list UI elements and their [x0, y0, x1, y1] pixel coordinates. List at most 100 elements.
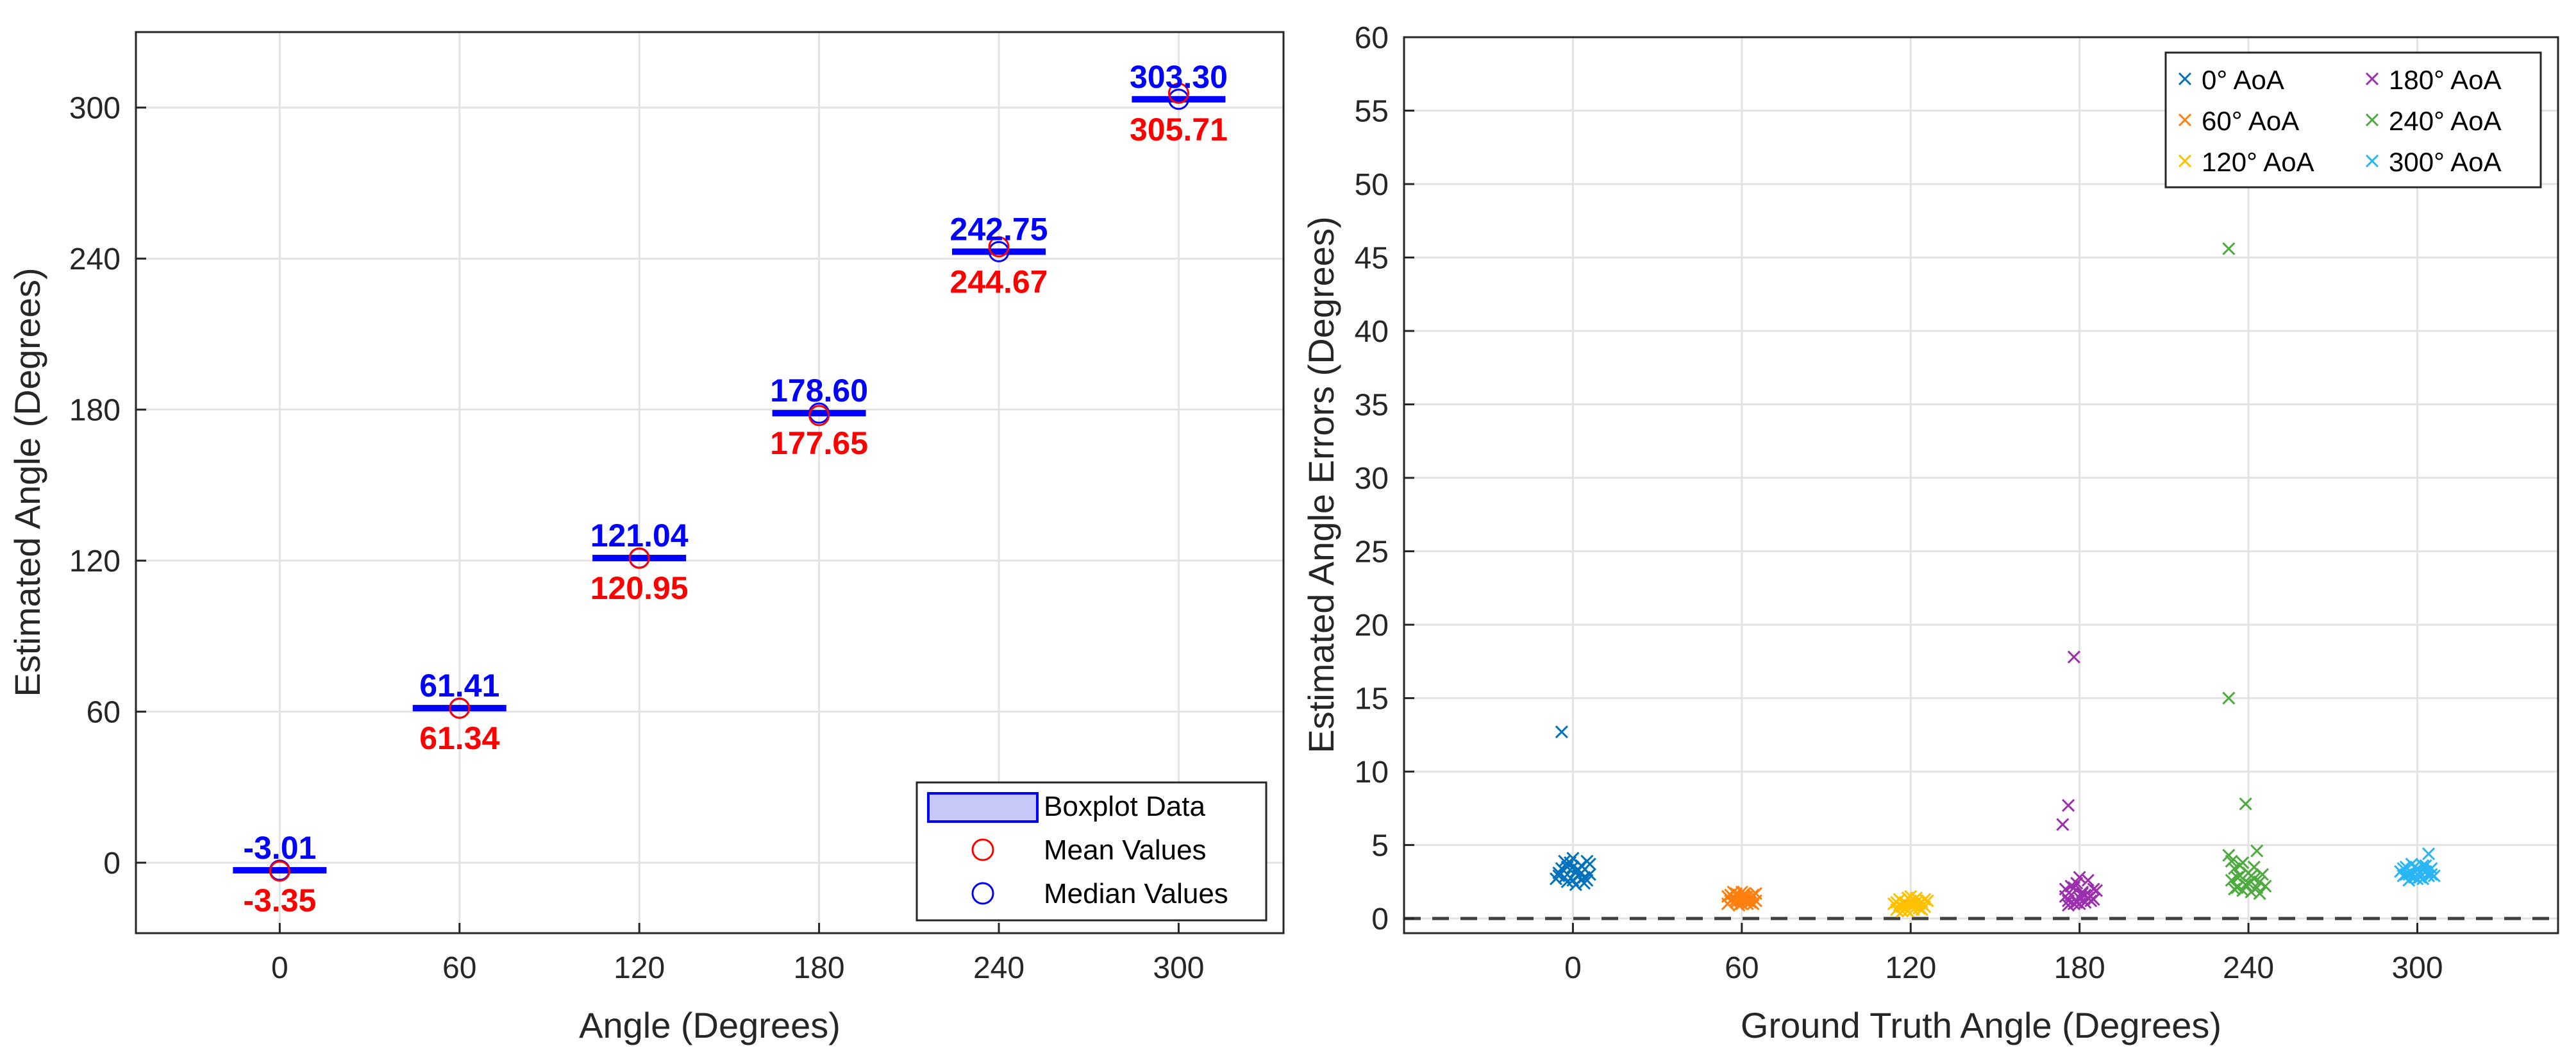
legend-median-marker: [971, 882, 994, 905]
left-boxplot-chart: -3.01 -3.35 61.41 61.34 121.04 120.95 178.60 17…: [7, 31, 1285, 1045]
scatter-point: [1580, 874, 1594, 887]
scatter-point: [2411, 872, 2424, 886]
mean-marker: [628, 547, 650, 569]
scatter-point: [2073, 870, 2086, 884]
scatter-point: [2062, 798, 2075, 812]
right-y-tick-label: 5: [1371, 829, 1389, 863]
scatter-point: [1575, 866, 1588, 880]
right-marks: [1550, 242, 2441, 918]
right-legend: 0° AoA 60° AoA 120° AoA 180° AoA 240° AoA 300…: [2164, 51, 2542, 189]
scatter-point: [1893, 899, 1906, 912]
median-data-label: 61.41: [419, 668, 499, 704]
right-x-tick-label: 120: [1885, 951, 1936, 985]
scatter-point: [2427, 869, 2441, 882]
right-y-tick-label: 60: [1355, 21, 1389, 55]
scatter-point: [2233, 859, 2246, 872]
mean-marker: [1167, 82, 1189, 104]
legend-mean-marker: [971, 838, 994, 861]
right-x-axis-label: Ground Truth Angle (Degrees): [1741, 1005, 2221, 1045]
right-y-tick-label: 10: [1355, 756, 1389, 790]
scatter-point: [1569, 878, 1582, 891]
mean-data-label: 305.71: [1130, 112, 1228, 148]
left-x-tick-label: 60: [442, 951, 476, 985]
left-y-tick-label: 120: [69, 545, 121, 578]
scatter-point: [2081, 874, 2095, 887]
left-y-tick-label: 180: [69, 394, 121, 428]
left-grid: [136, 32, 1284, 933]
mean-marker: [269, 860, 290, 882]
right-y-tick-label: 35: [1355, 389, 1389, 423]
scatter-point: [2425, 862, 2438, 875]
scatter-point: [1918, 893, 1932, 906]
scatter-point: [2250, 844, 2264, 857]
left-plot-frame: [135, 31, 1285, 934]
left-x-axis-label: Angle (Degrees): [579, 1005, 841, 1045]
scatter-point: [1735, 897, 1748, 911]
legend-median-label: Median Values: [1044, 878, 1228, 909]
right-y-tick-label: 15: [1355, 682, 1389, 716]
right-scatter-chart: 0 60 120 180 240 300051015202530354045505560 …: [1301, 21, 2559, 1045]
mean-data-label: 244.67: [950, 264, 1048, 300]
left-x-tick-label: 180: [794, 951, 845, 985]
median-data-label: -3.01: [243, 830, 316, 866]
mean-marker: [449, 697, 471, 719]
mean-marker: [988, 236, 1010, 258]
scatter-point: [2225, 854, 2238, 868]
left-y-tick-label: 240: [69, 242, 121, 276]
right-x-tick-label: 60: [1725, 951, 1759, 985]
median-data-label: 303.30: [1130, 59, 1228, 95]
median-marker: [1167, 89, 1189, 110]
scatter-point: [2421, 847, 2436, 861]
scatter-point: [1560, 875, 1574, 888]
mean-data-label: 61.34: [419, 720, 499, 756]
left-y-tick-label: 60: [87, 696, 121, 730]
right-x-tick-label: 240: [2223, 951, 2274, 985]
median-data-label: 121.04: [590, 518, 689, 553]
right-y-tick-label: 25: [1355, 536, 1389, 570]
legend-boxplot-swatch: [927, 792, 1039, 823]
legend-series-label: 300° AoA: [2389, 147, 2502, 177]
legend-series-label: 60° AoA: [2202, 106, 2299, 136]
left-x-tick-label: 0: [271, 951, 289, 985]
left-x-tick-label: 120: [614, 951, 665, 985]
right-y-tick-label: 45: [1355, 242, 1389, 276]
scatter-point: [2222, 242, 2236, 255]
scatter-point: [2067, 650, 2080, 664]
scatter-point: [1552, 869, 1566, 882]
left-legend: Boxplot Data Mean Values Median Values: [916, 781, 1267, 922]
legend-series-label: 120° AoA: [2202, 147, 2314, 177]
scatter-point: [1729, 887, 1743, 900]
left-y-tick-label: 300: [69, 92, 121, 126]
right-y-tick-label: 30: [1355, 462, 1389, 496]
right-y-tick-label: 50: [1355, 168, 1389, 202]
legend-marker: [2365, 154, 2379, 168]
median-data-label: 242.75: [950, 211, 1048, 247]
scatter-point: [2250, 881, 2264, 895]
right-y-tick-label: 55: [1355, 95, 1389, 129]
scatter-point: [2062, 899, 2075, 912]
scatter-point: [2067, 881, 2080, 895]
scatter-point: [2073, 897, 2086, 911]
scatter-point: [1566, 860, 1580, 874]
left-y-tick-label: 0: [103, 847, 121, 881]
legend-marker: [2178, 113, 2192, 127]
scatter-point: [1558, 854, 1571, 868]
mean-data-label: -3.35: [243, 882, 316, 918]
scatter-point: [2228, 882, 2241, 896]
legend-series-label: 180° AoA: [2389, 65, 2502, 95]
right-plot-frame: [1403, 36, 2559, 934]
legend-series-label: 0° AoA: [2202, 65, 2284, 95]
scatter-point: [2222, 691, 2236, 705]
scatter-point: [2239, 797, 2252, 811]
scatter-point: [2056, 818, 2070, 831]
left-y-axis-label: Estimated Angle (Degrees): [7, 267, 47, 697]
right-x-tick-label: 180: [2054, 951, 2105, 985]
scatter-point: [2242, 877, 2255, 890]
mean-data-label: 177.65: [770, 425, 868, 461]
legend-boxplot-label: Boxplot Data: [1044, 791, 1205, 822]
right-y-tick-label: 0: [1371, 902, 1389, 936]
scatter-point: [2245, 869, 2258, 882]
right-y-tick-label: 40: [1355, 315, 1389, 349]
scatter-point: [1555, 725, 1568, 739]
